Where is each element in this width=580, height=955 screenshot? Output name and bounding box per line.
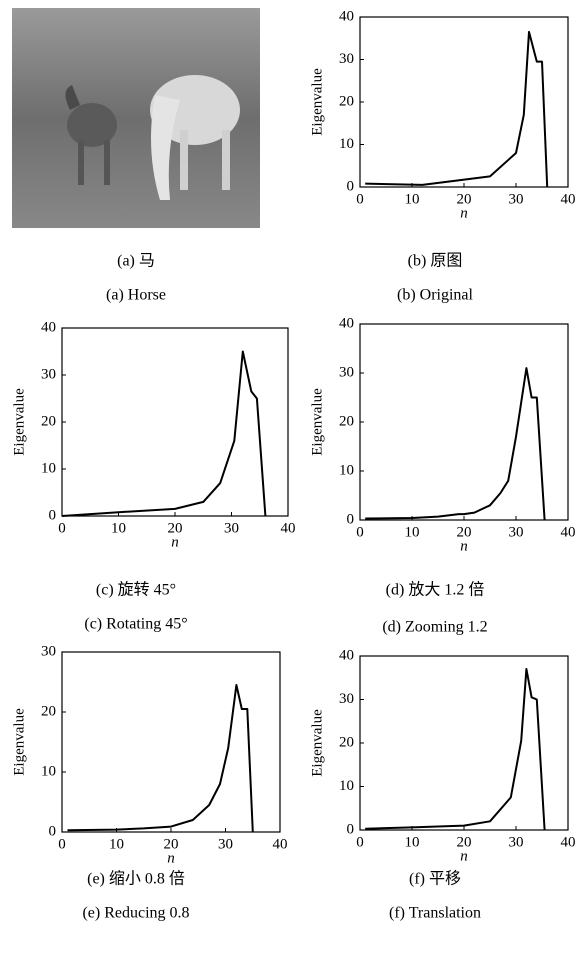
y-tick-label: 10 (339, 136, 354, 152)
x-tick-label: 40 (561, 191, 576, 207)
x-tick-label: 30 (509, 524, 524, 540)
plot-frame (359, 323, 569, 521)
x-tick-label: 0 (356, 524, 364, 540)
x-tick-label: 20 (457, 834, 472, 850)
caption: (e) Reducing 0.8 (82, 905, 189, 922)
x-tick-label: 10 (405, 834, 420, 850)
caption: (f) Translation (389, 905, 481, 922)
y-tick-label: 30 (339, 51, 354, 67)
x-tick-label: 40 (561, 834, 576, 850)
x-tick-label: 30 (218, 836, 233, 852)
x-tick-label: 20 (168, 520, 183, 536)
y-tick-label: 20 (339, 734, 354, 750)
caption: (a) Horse (106, 287, 166, 304)
plot-frame (359, 655, 569, 831)
x-tick-label: 20 (457, 524, 472, 540)
y-axis-label: Eigenvalue (309, 68, 325, 136)
y-tick-label: 40 (41, 319, 56, 335)
data-line (365, 30, 549, 188)
y-tick-label: 0 (347, 178, 355, 194)
y-tick-label: 20 (339, 413, 354, 429)
x-tick-label: 30 (224, 520, 239, 536)
y-tick-label: 40 (339, 647, 354, 663)
y-tick-label: 10 (41, 460, 56, 476)
plot-frame (359, 16, 569, 188)
x-axis-label: n (460, 848, 468, 864)
y-tick-label: 0 (347, 511, 355, 527)
x-axis-label: n (460, 538, 468, 554)
caption: (f) 平移 (409, 870, 461, 888)
caption: (c) 旋转 45° (96, 581, 176, 599)
x-tick-label: 40 (561, 524, 576, 540)
x-tick-label: 10 (405, 524, 420, 540)
data-line (67, 684, 254, 833)
y-tick-label: 30 (339, 364, 354, 380)
x-tick-label: 10 (111, 520, 126, 536)
x-axis-label: n (171, 534, 179, 550)
y-tick-label: 0 (49, 823, 57, 839)
x-tick-label: 30 (509, 191, 524, 207)
y-tick-label: 10 (41, 763, 56, 779)
caption: (d) Zooming 1.2 (382, 619, 487, 636)
x-axis-label: n (460, 205, 468, 221)
y-tick-label: 20 (41, 703, 56, 719)
x-tick-label: 10 (405, 191, 420, 207)
y-axis-label: Eigenvalue (309, 388, 325, 456)
y-tick-label: 30 (41, 366, 56, 382)
x-tick-label: 0 (58, 836, 66, 852)
y-tick-label: 0 (49, 507, 57, 523)
y-tick-label: 10 (339, 462, 354, 478)
horse-image (12, 8, 260, 228)
y-tick-label: 0 (347, 821, 355, 837)
y-axis-label: Eigenvalue (11, 388, 27, 456)
y-tick-label: 30 (41, 643, 56, 659)
y-axis-label: Eigenvalue (11, 708, 27, 776)
x-tick-label: 30 (509, 834, 524, 850)
caption: (a) 马 (117, 252, 155, 270)
y-tick-label: 40 (339, 8, 354, 24)
y-tick-label: 10 (339, 778, 354, 794)
caption: (d) 放大 1.2 倍 (386, 581, 485, 599)
x-tick-label: 20 (457, 191, 472, 207)
x-axis-label: n (167, 850, 175, 866)
y-tick-label: 20 (41, 413, 56, 429)
data-line (365, 367, 546, 521)
x-tick-label: 0 (356, 191, 364, 207)
x-tick-label: 0 (58, 520, 66, 536)
y-tick-label: 30 (339, 691, 354, 707)
caption: (c) Rotating 45° (84, 616, 187, 633)
data-line (365, 668, 546, 831)
caption: (e) 缩小 0.8 倍 (87, 870, 185, 888)
y-axis-label: Eigenvalue (309, 709, 325, 777)
plot-frame (61, 327, 289, 517)
x-tick-label: 20 (164, 836, 179, 852)
x-tick-label: 40 (281, 520, 296, 536)
data-line (61, 350, 267, 517)
plot-frame (61, 651, 281, 833)
y-tick-label: 40 (339, 315, 354, 331)
y-tick-label: 20 (339, 93, 354, 109)
x-tick-label: 0 (356, 834, 364, 850)
x-tick-label: 10 (109, 836, 124, 852)
caption: (b) 原图 (408, 253, 463, 270)
x-tick-label: 40 (273, 836, 288, 852)
caption: (b) Original (397, 287, 474, 304)
